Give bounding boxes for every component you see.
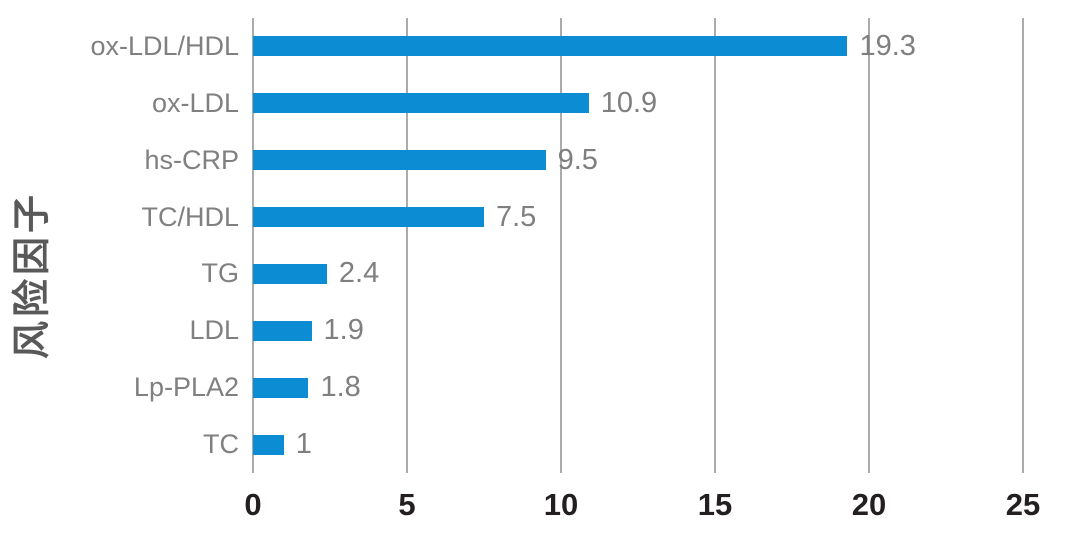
gridline-x-0 [252,18,254,473]
bar-Lp-PLA2 [253,377,309,398]
plot-area: 19.3 10.9 9.5 7.5 2.4 1.9 1.8 1 [252,18,1024,473]
bar-row-LDL: 1.9 [253,302,1023,359]
bar-ox-LDL [253,93,589,114]
x-tick-label-10: 10 [543,487,579,522]
category-label-TC/HDL: TC/HDL [141,201,239,232]
bar-row-TC/HDL: 7.5 [253,189,1023,246]
category-label-LDL: LDL [189,315,239,346]
bars-layer: 19.3 10.9 9.5 7.5 2.4 1.9 1.8 1 [253,18,1023,473]
bar-TC [253,434,284,455]
plot-column: 19.3 10.9 9.5 7.5 2.4 1.9 1.8 1 0 5 10 15 20 25 [244,0,1040,554]
bar-ox-LDL/HDL [253,36,848,57]
y-axis-title: 风险因子 [11,190,54,360]
bar-value-label-LDL: 1.9 [323,314,364,347]
bar-value-label-hs-CRP: 9.5 [557,143,598,176]
bar-TC/HDL [253,207,484,228]
category-label-ox-LDL/HDL: ox-LDL/HDL [90,30,239,61]
bar-value-label-TC/HDL: 7.5 [496,200,537,233]
x-tick-label-20: 20 [851,487,887,522]
bar-value-label-ox-LDL/HDL: 19.3 [859,29,916,62]
y-axis-title-column: 风险因子 [0,0,55,473]
bar-row-TC: 1 [253,416,1023,473]
bar-value-label-ox-LDL: 10.9 [600,86,658,119]
bar-hs-CRP [253,150,546,171]
bar-row-Lp-PLA2: 1.8 [253,359,1023,416]
bar-row-ox-LDL: 10.9 [253,75,1023,132]
bar-row-TG: 2.4 [253,246,1023,303]
bar-value-label-TC: 1 [295,428,312,461]
bar-row-hs-CRP: 9.5 [253,132,1023,189]
gridline-x-10 [560,18,562,473]
gridline-x-20 [868,18,870,473]
gridline-x-15 [714,18,716,473]
bar-LDL [253,320,312,341]
bar-value-label-Lp-PLA2: 1.8 [320,371,361,404]
category-label-ox-LDL: ox-LDL [151,87,239,118]
category-label-Lp-PLA2: Lp-PLA2 [133,372,239,403]
bar-TG [253,263,327,284]
x-axis-tick-labels: 0 5 10 15 20 25 [244,473,1040,543]
gridline-x-25 [1022,18,1024,473]
category-label-hs-CRP: hs-CRP [144,144,239,175]
x-tick-label-15: 15 [697,487,733,522]
x-tick-label-5: 5 [398,487,416,522]
gridline-x-5 [406,18,408,473]
category-axis-labels: ox-LDL/HDL ox-LDL hs-CRP TC/HDL TG LDL Lp-PLA2… [55,18,253,473]
x-tick-label-0: 0 [244,487,262,522]
bar-row-ox-LDL/HDL: 19.3 [253,18,1023,75]
category-label-TC: TC [203,429,239,460]
category-label-TG: TG [201,258,240,289]
x-tick-label-25: 25 [1005,487,1041,522]
bar-value-label-TG: 2.4 [338,257,380,290]
